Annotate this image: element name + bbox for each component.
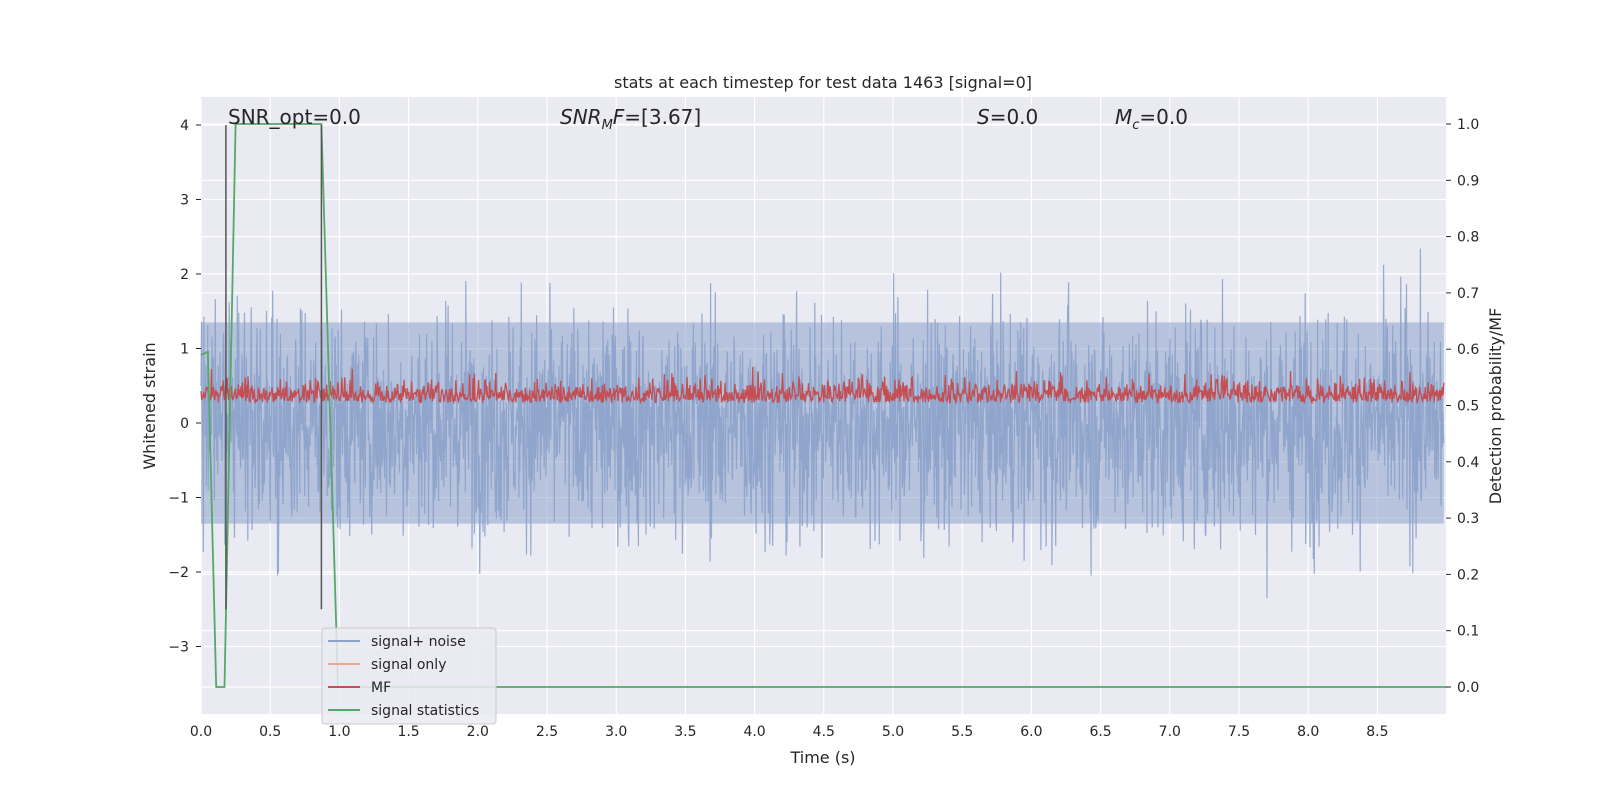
x-tick-label: 6.5 <box>1089 724 1111 740</box>
x-tick-label: 1.5 <box>397 724 419 740</box>
y2-tick-label: 0.3 <box>1457 511 1479 527</box>
annotation-mc: Mc=0.0 <box>1115 105 1188 133</box>
y-tick-label: −2 <box>168 565 189 581</box>
y-tick-label: 2 <box>180 267 189 283</box>
mf-series <box>200 366 1445 405</box>
x-tick-label: 3.5 <box>674 724 696 740</box>
x-tick-label: 2.5 <box>536 724 558 740</box>
y-axis-left: 4 3 2 1 0 −1 −2 −3 <box>168 118 201 656</box>
y2-tick-label: 0.7 <box>1457 286 1479 302</box>
legend-label-signal-noise: signal+ noise <box>371 634 466 650</box>
y-tick-label: 0 <box>180 416 189 432</box>
legend-label-mf: MF <box>371 680 391 696</box>
y2-tick-label: 0.5 <box>1457 399 1479 415</box>
noise-series <box>200 248 1445 599</box>
x-axis: 0.0 0.5 1.0 1.5 2.0 2.5 3.0 3.5 4.0 4.5 5.0 5.5 6.0 6… <box>190 724 1389 740</box>
annotation-snr-opt: SNR_opt=0.0 <box>228 105 361 129</box>
x-tick-label: 3.0 <box>605 724 627 740</box>
x-tick-label: 0.5 <box>259 724 281 740</box>
y-axis-label: Whitened strain <box>140 342 159 469</box>
legend-label-signal-only: signal only <box>371 657 446 673</box>
legend-label-signal-statistics: signal statistics <box>371 703 479 719</box>
y2-tick-label: 0.0 <box>1457 680 1479 696</box>
mc-subscript: c <box>1132 118 1139 133</box>
x-tick-label: 1.0 <box>328 724 350 740</box>
annotation-s: S=0.0 <box>977 105 1038 129</box>
x-tick-label: 5.5 <box>951 724 973 740</box>
y-tick-label: −1 <box>168 491 189 507</box>
x-tick-label: 7.0 <box>1159 724 1181 740</box>
y2-axis-label: Detection probability/MF <box>1486 308 1505 505</box>
series-signal-noise-band <box>201 322 1444 524</box>
y-tick-label: 1 <box>180 342 189 358</box>
x-tick-label: 5.0 <box>882 724 904 740</box>
x-tick-label: 8.0 <box>1297 724 1319 740</box>
s-value: =0.0 <box>990 105 1039 129</box>
annotation-snr-mf: SNRMF=[3.67] <box>560 105 701 133</box>
snr-mf-symbol: SNR <box>560 105 602 129</box>
y2-tick-label: 0.2 <box>1457 567 1479 583</box>
chart-title: stats at each timestep for test data 146… <box>614 73 1032 92</box>
mc-value: =0.0 <box>1139 105 1188 129</box>
y2-tick-label: 0.6 <box>1457 342 1479 358</box>
snr-mf-tail: F <box>613 105 625 129</box>
y-tick-label: 3 <box>180 193 189 209</box>
x-tick-label: 4.0 <box>743 724 765 740</box>
x-tick-label: 4.5 <box>813 724 835 740</box>
x-tick-label: 0.0 <box>190 724 212 740</box>
y2-tick-label: 0.9 <box>1457 173 1479 189</box>
legend-box <box>321 627 497 725</box>
x-tick-label: 2.0 <box>467 724 489 740</box>
y2-tick-label: 0.1 <box>1457 624 1479 640</box>
y2-tick-label: 0.4 <box>1457 455 1479 471</box>
y-tick-label: 4 <box>180 118 189 134</box>
series-mf <box>200 366 1445 405</box>
y2-tick-label: 1.0 <box>1457 117 1479 133</box>
s-symbol: S <box>977 105 990 129</box>
x-tick-label: 6.0 <box>1020 724 1042 740</box>
snr-mf-value: =[3.67] <box>624 105 701 129</box>
y-axis-right: 1.0 0.9 0.8 0.7 0.6 0.5 0.4 0.3 0.2 0.1 0.0 <box>1446 117 1479 696</box>
y2-tick-label: 0.8 <box>1457 230 1479 246</box>
snr-mf-subscript: M <box>602 118 613 133</box>
x-tick-label: 8.5 <box>1366 724 1388 740</box>
mc-symbol: M <box>1115 105 1132 129</box>
x-axis-label: Time (s) <box>789 748 855 767</box>
vertical-markers <box>225 125 323 610</box>
legend: signal+ noise signal only MF signal stat… <box>321 627 497 725</box>
y-tick-label: −3 <box>168 640 189 656</box>
x-tick-label: 7.5 <box>1228 724 1250 740</box>
